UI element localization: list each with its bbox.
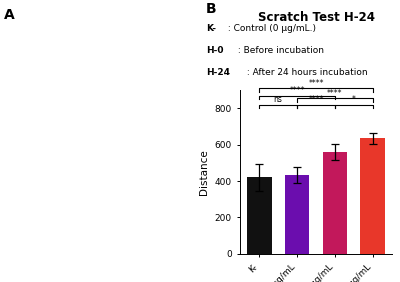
- Text: ****: ****: [308, 95, 324, 104]
- Text: B: B: [206, 2, 217, 16]
- Text: ****: ****: [327, 89, 343, 98]
- Bar: [360, 138, 385, 254]
- Text: ns: ns: [274, 95, 282, 104]
- Text: ****: ****: [289, 86, 305, 95]
- Bar: [285, 175, 309, 254]
- Text: H-0: H-0: [206, 46, 224, 55]
- Text: ****: ****: [308, 79, 324, 88]
- Text: Scratch Test H-24: Scratch Test H-24: [258, 11, 374, 24]
- Text: A: A: [4, 8, 15, 23]
- Text: : After 24 hours incubation: : After 24 hours incubation: [244, 68, 368, 77]
- Text: H-24: H-24: [206, 68, 230, 77]
- Text: : Before incubation: : Before incubation: [235, 46, 324, 55]
- Text: *: *: [352, 95, 356, 104]
- Text: K-: K-: [206, 24, 216, 33]
- Text: : Control (0 μg/mL.): : Control (0 μg/mL.): [225, 24, 316, 33]
- Bar: [323, 152, 347, 254]
- Bar: [247, 177, 272, 254]
- Y-axis label: Distance: Distance: [199, 149, 209, 195]
